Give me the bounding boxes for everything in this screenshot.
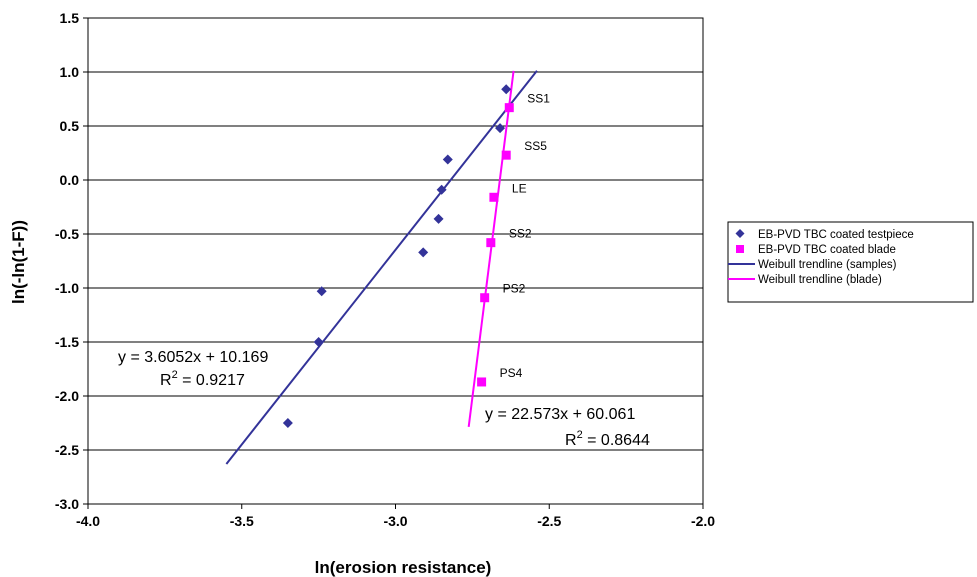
blade-r-symbol: R <box>565 432 577 449</box>
x-axis-title: ln(erosion resistance) <box>315 558 492 577</box>
y-tick-label: 1.0 <box>60 64 80 80</box>
samples-equation: y = 3.6052x + 10.169 <box>118 349 268 366</box>
samples-r-symbol: R <box>160 372 172 389</box>
testpiece-point <box>433 213 444 224</box>
blade-point-label: PS4 <box>500 366 523 380</box>
legend-box <box>727 221 974 303</box>
testpiece-point <box>501 84 512 95</box>
blade-point <box>480 293 490 303</box>
point-labels: PS4 PS2 SS2 LE SS5 SS1 <box>500 92 551 380</box>
x-tick-label: -4.0 <box>76 513 100 529</box>
testpiece-point <box>316 286 327 297</box>
y-tick-label: 0.5 <box>60 118 80 134</box>
testpiece-point <box>313 337 324 347</box>
testpiece-point <box>282 418 293 428</box>
y-tick-label: 1.5 <box>60 10 80 26</box>
blade-point-label: LE <box>512 181 527 195</box>
samples-r-squared: R2 = 0.9217 <box>160 369 245 389</box>
blade-equation: y = 22.573x + 60.061 <box>485 406 635 423</box>
testpiece-point <box>436 184 447 195</box>
y-tick-label: -2.5 <box>55 442 79 458</box>
blade-point-label: SS1 <box>527 92 550 106</box>
blade-r-squared: R2 = 0.8644 <box>565 429 650 449</box>
y-axis-title: ln(-ln(1-F)) <box>9 220 28 304</box>
blade-point-label: PS2 <box>503 282 526 296</box>
x-tick-label: -3.5 <box>230 513 254 529</box>
x-tick-label: -2.0 <box>691 513 715 529</box>
legend-label-blade: EB-PVD TBC coated blade <box>758 244 896 256</box>
legend: EB-PVD TBC coated testpiece EB-PVD TBC c… <box>727 221 974 303</box>
testpiece-point <box>418 247 429 258</box>
y-tick-labels: 1.5 1.0 0.5 0.0 -0.5 -1.0 -1.5 -2.0 -2.5 -3.0 <box>55 10 79 512</box>
trendline-blade <box>467 70 515 427</box>
y-tick-label: -2.0 <box>55 388 79 404</box>
y-tick-label: -1.0 <box>55 280 79 296</box>
blade-point-label: SS2 <box>509 227 532 241</box>
blade-point-label: SS5 <box>524 139 547 153</box>
legend-label-blade-trend: Weibull trendline (blade) <box>758 274 882 286</box>
legend-diamond-marker <box>735 229 745 238</box>
y-tick-label: -0.5 <box>55 226 79 242</box>
legend-square-marker <box>736 245 744 253</box>
testpiece-point <box>442 154 453 165</box>
trendlines <box>225 70 538 465</box>
blade-r-superscript: 2 <box>577 429 583 441</box>
blade-r-value: = 0.8644 <box>583 432 650 449</box>
data-points <box>282 84 514 428</box>
legend-label-samples-trend: Weibull trendline (samples) <box>758 259 897 271</box>
y-tick-label: -1.5 <box>55 334 79 350</box>
y-tick-label: 0.0 <box>60 172 80 188</box>
blade-point <box>486 238 496 248</box>
x-tick-labels: -4.0 -3.5 -3.0 -2.5 -2.0 <box>76 513 715 529</box>
blade-point <box>501 150 511 160</box>
samples-r-superscript: 2 <box>172 369 178 381</box>
x-tick-label: -2.5 <box>537 513 561 529</box>
legend-label-testpiece: EB-PVD TBC coated testpiece <box>758 229 914 241</box>
plot-area-frame <box>87 17 704 505</box>
blade-point <box>504 103 514 113</box>
blade-point <box>489 192 499 202</box>
samples-r-value: = 0.9217 <box>178 372 245 389</box>
y-tick-label: -3.0 <box>55 496 79 512</box>
trendline-samples <box>225 70 538 465</box>
testpiece-point <box>495 123 506 134</box>
x-tick-label: -3.0 <box>383 513 407 529</box>
blade-point <box>477 377 487 387</box>
